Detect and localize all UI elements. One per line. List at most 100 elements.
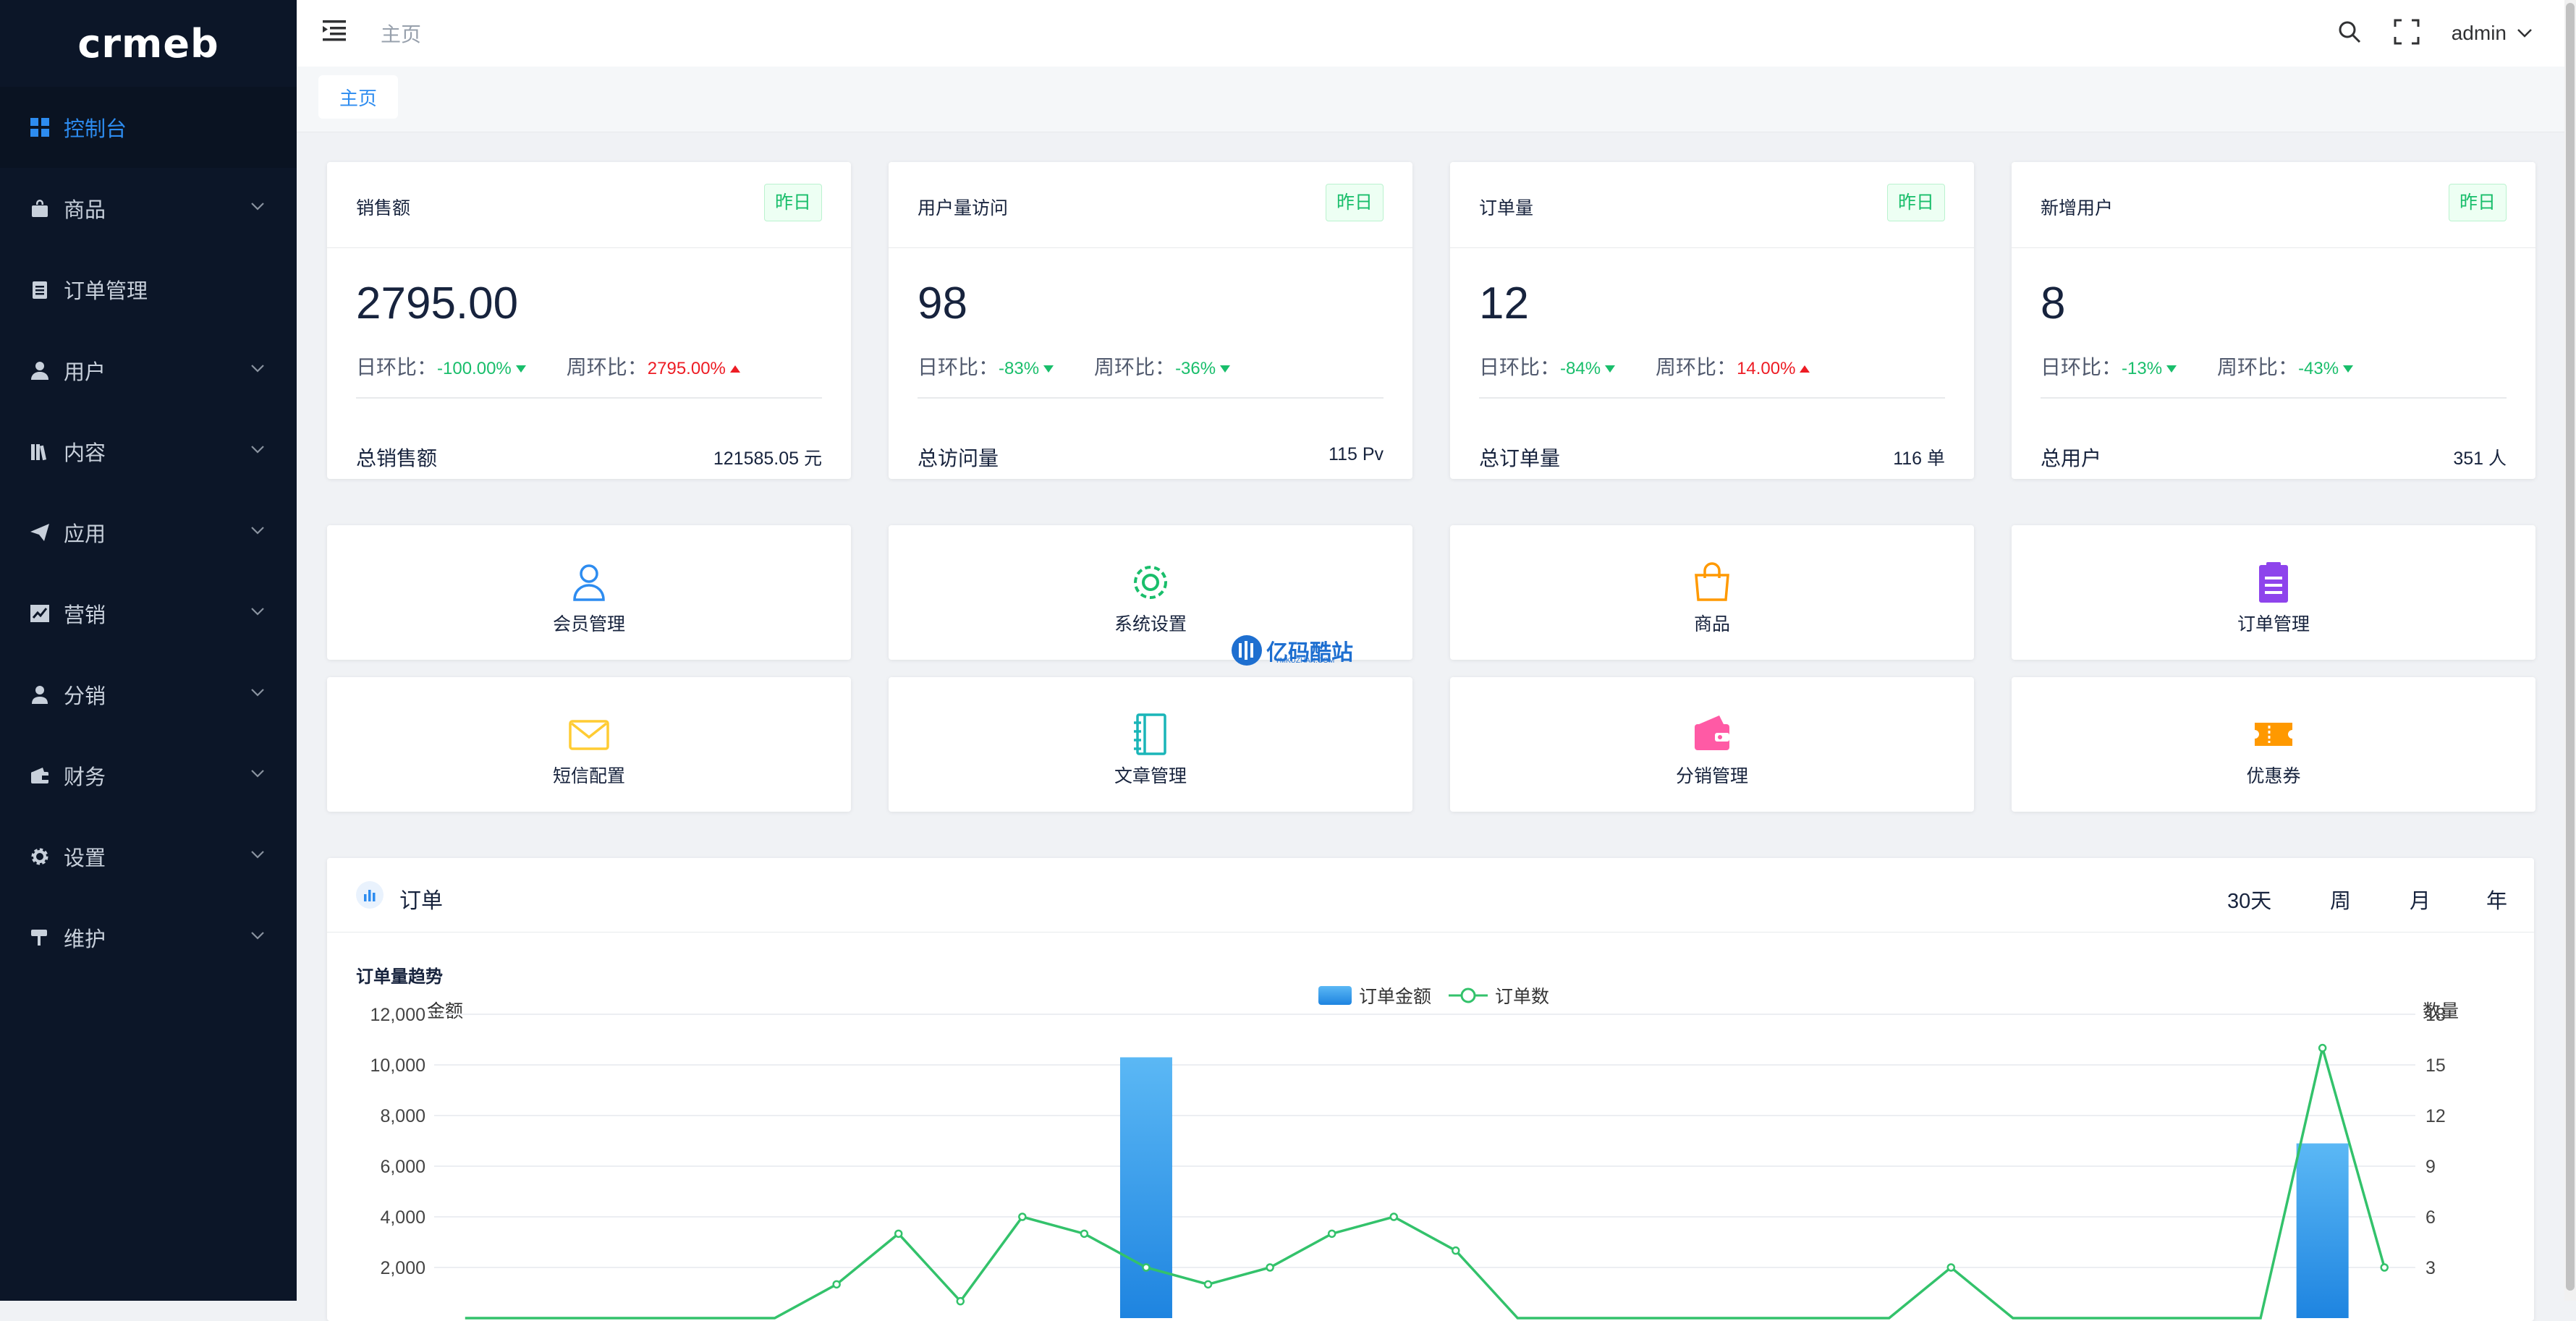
week-comparison-label: 周环比： xyxy=(1656,356,1737,378)
stat-card: 销售额 昨日 2795.00 日环比：-100.00% 周环比：2795.00% 总销售额… xyxy=(327,162,851,479)
shortcut-card[interactable]: 分销管理 xyxy=(1450,677,1974,812)
y-tick-right: 15 xyxy=(2425,1055,2446,1076)
chevron-down-icon xyxy=(251,446,264,454)
tab-home[interactable]: 主页 xyxy=(318,75,398,119)
period-badge: 昨日 xyxy=(763,184,822,221)
legend-bar-label[interactable]: 订单金额 xyxy=(1359,987,1432,1007)
y-tick-left: 6,000 xyxy=(380,1157,425,1177)
period-year[interactable]: 年 xyxy=(2486,890,2508,913)
stat-title: 销售额 xyxy=(356,198,411,218)
day-comparison: 日环比：-84% xyxy=(1479,352,1616,381)
tool-icon xyxy=(29,927,51,948)
y-axis-right-label: 数量 xyxy=(2423,1001,2460,1021)
sidebar-item-4[interactable]: 内容 xyxy=(0,411,297,492)
sidebar-item-0[interactable]: 控制台 xyxy=(0,87,297,168)
scrollbar-thumb[interactable] xyxy=(2566,3,2575,1291)
shortcut-card[interactable]: 短信配置 xyxy=(327,677,851,812)
stat-card-header: 用户量访问 昨日 xyxy=(889,162,1412,248)
day-comparison: 日环比：-100.00% xyxy=(356,352,526,381)
user-menu[interactable]: admin xyxy=(2452,22,2533,45)
chevron-down-icon xyxy=(2517,29,2532,38)
stat-card: 订单量 昨日 12 日环比：-84% 周环比：14.00% 总订单量 116 单 xyxy=(1450,162,1974,479)
sidebar-item-label: 营销 xyxy=(64,604,106,627)
shortcut-card[interactable]: 会员管理 xyxy=(327,525,851,660)
sidebar-item-10[interactable]: 维护 xyxy=(0,897,297,978)
week-comparison: 周环比：14.00% xyxy=(1656,352,1810,381)
shortcut-card[interactable]: 订单管理 xyxy=(2012,525,2535,660)
search-icon[interactable] xyxy=(2337,20,2362,48)
stat-comparisons: 日环比：-100.00% 周环比：2795.00% xyxy=(356,352,740,381)
sidebar-item-6[interactable]: 营销 xyxy=(0,573,297,654)
stat-card: 用户量访问 昨日 98 日环比：-83% 周环比：-36% 总访问量 115 Pv xyxy=(889,162,1412,479)
sidebar-item-5[interactable]: 应用 xyxy=(0,492,297,573)
stat-title: 用户量访问 xyxy=(918,198,1009,218)
stat-total-label: 总访问量 xyxy=(918,447,999,470)
logo[interactable]: crmeb xyxy=(0,0,297,87)
arrow-down-icon xyxy=(2343,365,2354,373)
week-comparison-value: -36% xyxy=(1175,359,1216,378)
chart-card-header: 订单 30天 周 月 年 xyxy=(327,858,2534,933)
shortcut-card[interactable]: 系统设置 xyxy=(889,525,1412,660)
shortcut-label: 会员管理 xyxy=(552,614,625,634)
shortcut-label: 订单管理 xyxy=(2237,614,2310,634)
stat-total-value: 116 单 xyxy=(1893,449,1945,469)
sidebar-item-8[interactable]: 财务 xyxy=(0,735,297,816)
stat-total-label: 总销售额 xyxy=(356,447,438,470)
stat-title: 新增用户 xyxy=(2041,198,2114,218)
line-point xyxy=(832,1280,841,1289)
legend-bar-swatch[interactable] xyxy=(1318,986,1352,1005)
week-comparison-label: 周环比： xyxy=(566,356,648,378)
day-comparison-label: 日环比： xyxy=(356,356,438,378)
watermark-logo: 亿码酷站 YMKUZHAN.COM xyxy=(1230,634,1353,667)
shortcut-label: 系统设置 xyxy=(1114,614,1187,634)
week-comparison-label: 周环比： xyxy=(2217,356,2299,378)
period-week[interactable]: 周 xyxy=(2330,890,2352,913)
menu-toggle-icon[interactable] xyxy=(323,19,347,46)
sidebar-item-3[interactable]: 用户 xyxy=(0,330,297,411)
bar xyxy=(2296,1143,2349,1318)
period-month[interactable]: 月 xyxy=(2410,890,2431,913)
stat-value: 2795.00 xyxy=(356,279,519,328)
stat-card-header: 订单量 昨日 xyxy=(1450,162,1974,248)
day-comparison-label: 日环比： xyxy=(1479,356,1561,378)
sidebar-item-label: 用户 xyxy=(64,361,106,384)
stat-total-value: 115 Pv xyxy=(1329,444,1384,464)
breadcrumb[interactable]: 主页 xyxy=(381,23,422,46)
shortcut-card[interactable]: 商品 xyxy=(1450,525,1974,660)
order-count-line xyxy=(465,1048,2386,1320)
sidebar-menu: 控制台商品订单管理用户内容 应用营销分销 财务 设置维护 xyxy=(0,87,297,978)
chevron-down-icon xyxy=(251,365,264,373)
chevron-down-icon xyxy=(251,932,264,940)
sidebar-item-label: 维护 xyxy=(64,928,106,951)
stat-title: 订单量 xyxy=(1479,198,1534,218)
fullscreen-icon[interactable] xyxy=(2394,19,2420,48)
day-comparison-value: -83% xyxy=(999,359,1040,378)
chevron-down-icon xyxy=(251,770,264,778)
divider xyxy=(2041,397,2507,399)
y-tick-left: 4,000 xyxy=(380,1207,425,1228)
sidebar-item-2[interactable]: 订单管理 xyxy=(0,249,297,330)
scrollbar[interactable] xyxy=(2564,0,2576,1301)
sidebar-item-9[interactable]: 设置 xyxy=(0,816,297,897)
chevron-down-icon xyxy=(251,527,264,535)
sidebar-item-7[interactable]: 分销 xyxy=(0,654,297,735)
legend-line-swatch[interactable] xyxy=(1449,986,1488,1005)
wallet-icon xyxy=(29,765,51,786)
bar xyxy=(1119,1057,1172,1318)
stat-value: 12 xyxy=(1479,279,1529,328)
week-comparison-value: 14.00% xyxy=(1737,359,1796,378)
sidebar-item-label: 商品 xyxy=(64,199,106,222)
user-icon xyxy=(29,360,51,381)
period-30d[interactable]: 30天 xyxy=(2227,890,2272,913)
legend-line-label[interactable]: 订单数 xyxy=(1495,987,1550,1007)
trend-chart-icon xyxy=(29,603,51,624)
arrow-up-icon xyxy=(729,365,740,373)
line-point xyxy=(2318,1043,2327,1053)
shortcut-card[interactable]: 文章管理 xyxy=(889,677,1412,812)
y-tick-right: 12 xyxy=(2425,1106,2446,1126)
arrow-down-icon xyxy=(2166,365,2177,373)
logo-text: crmeb xyxy=(77,20,219,67)
shortcut-card[interactable]: 优惠券 xyxy=(2012,677,2535,812)
day-comparison-value: -13% xyxy=(2122,359,2163,378)
sidebar-item-1[interactable]: 商品 xyxy=(0,168,297,249)
